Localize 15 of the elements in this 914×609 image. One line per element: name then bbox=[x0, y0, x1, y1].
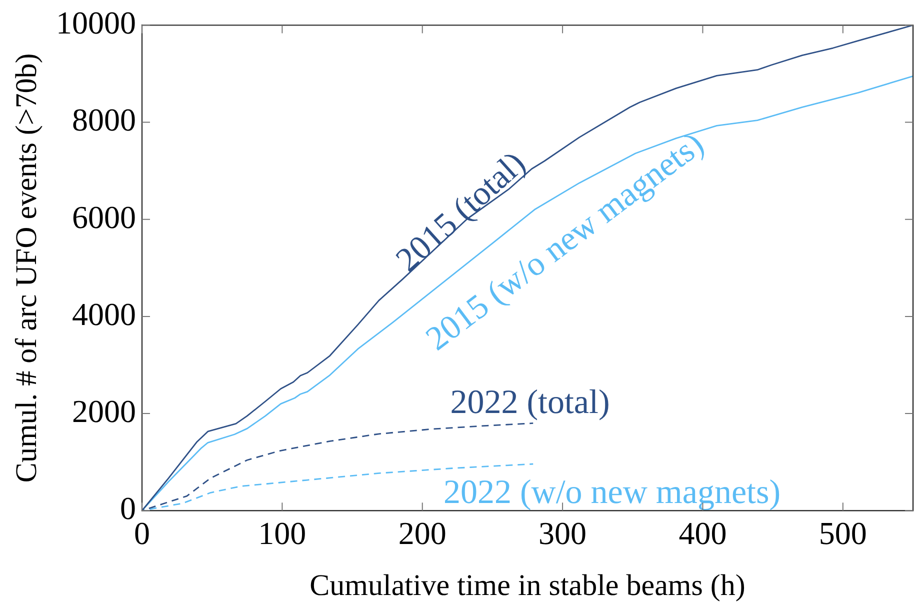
y-tick-label: 8000 bbox=[72, 102, 136, 138]
x-tick-label: 100 bbox=[258, 515, 306, 552]
y-tick-label: 4000 bbox=[72, 296, 136, 332]
y-tick-label: 2000 bbox=[72, 392, 136, 429]
x-tick-label: 400 bbox=[678, 515, 727, 552]
y-axis-title: Cumul. # of arc UFO events (>70b) bbox=[10, 53, 43, 483]
y-tick-label: 6000 bbox=[72, 198, 136, 235]
series-label: 2022 (w/o new magnets) bbox=[443, 474, 781, 511]
x-tick-label: 200 bbox=[398, 515, 446, 552]
y-tick-label: 0 bbox=[120, 490, 136, 526]
series-label: 2022 (total) bbox=[450, 384, 610, 421]
x-tick-label: 500 bbox=[818, 515, 867, 552]
x-axis-title: Cumulative time in stable beams (h) bbox=[310, 568, 746, 602]
y-tick-label: 10000 bbox=[56, 4, 136, 41]
x-tick-label: 300 bbox=[538, 515, 587, 552]
